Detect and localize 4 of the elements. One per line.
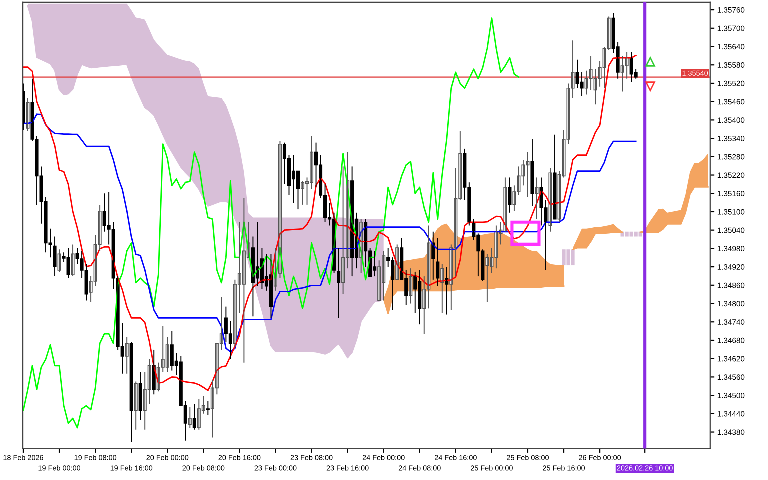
line-series xyxy=(23,18,520,429)
line-series xyxy=(23,54,637,392)
candlestick xyxy=(300,180,305,206)
candlestick xyxy=(206,400,210,416)
